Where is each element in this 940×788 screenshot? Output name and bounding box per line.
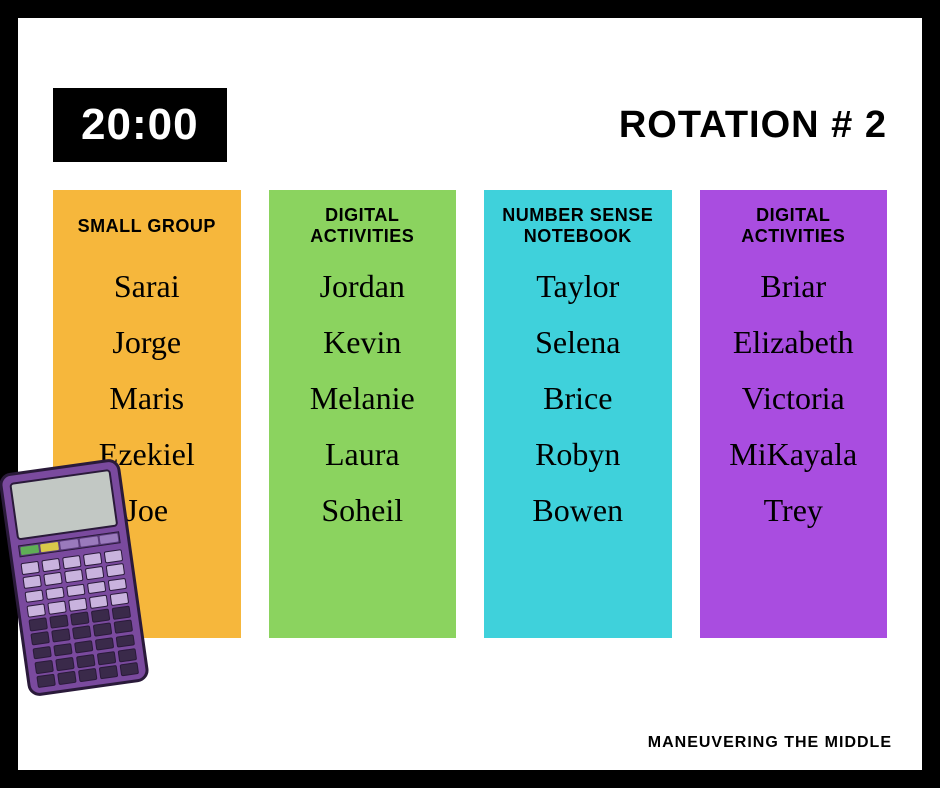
student-name: Soheil [269, 494, 457, 526]
student-name: Maris [53, 382, 241, 414]
student-name: Elizabeth [700, 326, 888, 358]
column-header: SMALL GROUP [53, 204, 241, 248]
student-name: Jordan [269, 270, 457, 302]
timer-display: 20:00 [53, 88, 227, 162]
footer-branding: MANEUVERING THE MIDDLE [648, 734, 892, 752]
student-name: Taylor [484, 270, 672, 302]
column-header: NUMBER SENSE NOTEBOOK [484, 204, 672, 248]
rotation-title: ROTATION # 2 [619, 104, 887, 147]
student-name: Laura [269, 438, 457, 470]
student-name: Jorge [53, 326, 241, 358]
student-name: Briar [700, 270, 888, 302]
header-row: 20:00 ROTATION # 2 [53, 88, 887, 162]
column-digital-activities-2: DIGITAL ACTIVITIES Briar Elizabeth Victo… [700, 190, 888, 638]
student-name: Brice [484, 382, 672, 414]
student-name: Trey [700, 494, 888, 526]
rotation-columns: SMALL GROUP Sarai Jorge Maris Ezekiel Jo… [53, 190, 887, 638]
column-digital-activities-1: DIGITAL ACTIVITIES Jordan Kevin Melanie … [269, 190, 457, 638]
student-name: Robyn [484, 438, 672, 470]
student-list: Jordan Kevin Melanie Laura Soheil [269, 270, 457, 526]
student-name: Kevin [269, 326, 457, 358]
student-name: Selena [484, 326, 672, 358]
student-name: MiKayala [700, 438, 888, 470]
student-name: Melanie [269, 382, 457, 414]
student-list: Briar Elizabeth Victoria MiKayala Trey [700, 270, 888, 526]
student-name: Victoria [700, 382, 888, 414]
column-header: DIGITAL ACTIVITIES [700, 204, 888, 248]
student-name: Sarai [53, 270, 241, 302]
column-header: DIGITAL ACTIVITIES [269, 204, 457, 248]
student-name: Bowen [484, 494, 672, 526]
column-number-sense: NUMBER SENSE NOTEBOOK Taylor Selena Bric… [484, 190, 672, 638]
slide-container: 20:00 ROTATION # 2 SMALL GROUP Sarai Jor… [18, 18, 922, 770]
student-list: Taylor Selena Brice Robyn Bowen [484, 270, 672, 526]
